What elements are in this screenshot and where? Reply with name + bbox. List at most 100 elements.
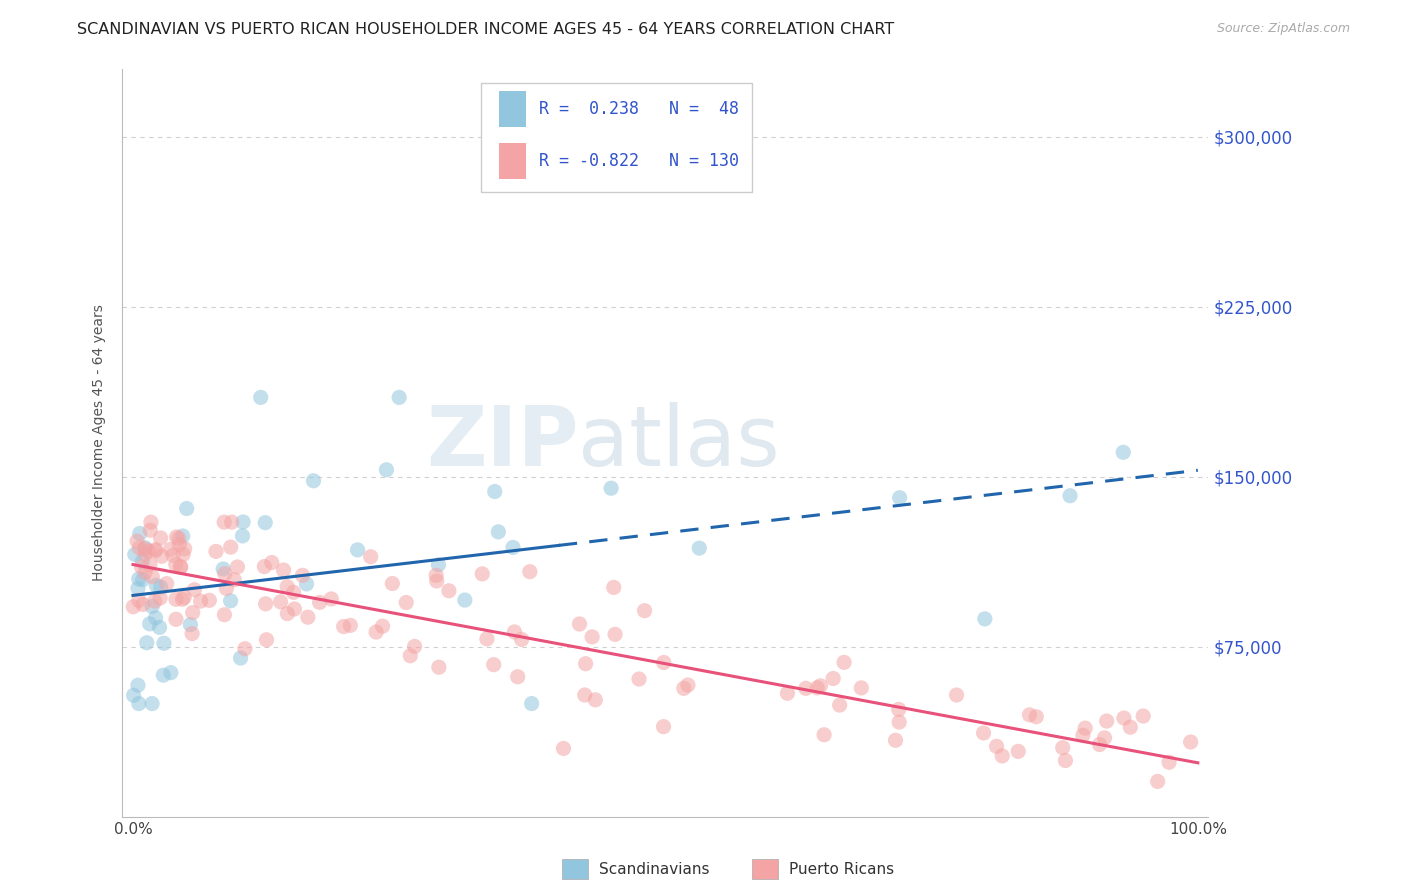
Point: [214, 566, 236, 581]
Point: [212, 562, 235, 576]
Y-axis label: Householder Income Ages 45 - 64 years: Householder Income Ages 45 - 64 years: [93, 304, 107, 582]
Point: [399, 648, 422, 663]
Text: R =  0.238   N =  48: R = 0.238 N = 48: [540, 100, 740, 118]
Point: [339, 618, 361, 632]
Point: [794, 681, 817, 696]
Point: [183, 582, 205, 597]
Point: [889, 715, 911, 730]
Point: [219, 540, 242, 554]
Point: [1074, 721, 1097, 735]
Point: [141, 697, 163, 711]
Point: [427, 660, 450, 674]
Point: [973, 612, 995, 626]
Point: [520, 697, 543, 711]
Point: [1071, 728, 1094, 742]
Point: [143, 594, 166, 608]
Point: [153, 636, 176, 650]
Point: [1146, 774, 1168, 789]
Point: [360, 549, 382, 564]
Point: [1094, 731, 1116, 745]
Point: [553, 741, 575, 756]
Point: [160, 665, 183, 680]
Text: ZIP: ZIP: [426, 402, 578, 483]
Point: [152, 668, 174, 682]
Point: [260, 556, 283, 570]
Point: [991, 748, 1014, 763]
Point: [254, 597, 277, 611]
Point: [291, 568, 314, 582]
Point: [128, 572, 150, 586]
Point: [1132, 709, 1154, 723]
Point: [173, 591, 195, 605]
FancyBboxPatch shape: [481, 84, 752, 192]
Point: [181, 606, 204, 620]
Point: [169, 559, 191, 574]
Point: [1007, 744, 1029, 758]
Point: [254, 516, 277, 530]
Point: [1054, 754, 1077, 768]
Point: [134, 547, 156, 561]
Point: [375, 463, 398, 477]
Point: [148, 620, 170, 634]
Point: [181, 626, 204, 640]
Point: [172, 592, 194, 607]
Point: [135, 636, 157, 650]
Point: [502, 541, 524, 555]
Point: [332, 619, 354, 633]
Point: [776, 686, 799, 700]
Point: [212, 515, 235, 529]
Point: [486, 524, 509, 539]
Point: [198, 593, 221, 607]
Point: [887, 702, 910, 716]
Point: [627, 672, 650, 686]
Point: [190, 594, 212, 608]
Point: [600, 481, 623, 495]
Point: [131, 560, 153, 574]
Point: [166, 530, 188, 544]
Point: [122, 599, 145, 614]
Point: [652, 656, 675, 670]
Point: [122, 689, 145, 703]
Point: [149, 591, 172, 605]
Point: [813, 728, 835, 742]
Point: [425, 568, 447, 582]
Point: [471, 566, 494, 581]
Point: [139, 558, 162, 572]
Point: [574, 688, 596, 702]
Point: [945, 688, 967, 702]
Point: [145, 611, 167, 625]
Point: [127, 582, 149, 596]
Point: [1088, 738, 1111, 752]
Point: [232, 515, 254, 529]
Point: [159, 542, 181, 557]
Point: [828, 698, 851, 712]
Point: [132, 598, 155, 612]
Point: [139, 523, 162, 537]
Point: [141, 599, 163, 614]
Point: [484, 484, 506, 499]
Point: [124, 548, 146, 562]
Point: [276, 607, 298, 621]
Point: [141, 570, 163, 584]
Point: [233, 641, 256, 656]
Point: [165, 612, 187, 626]
Point: [404, 640, 426, 654]
Point: [503, 624, 526, 639]
Point: [134, 541, 156, 555]
Point: [688, 541, 710, 556]
Point: [149, 531, 172, 545]
Point: [1018, 707, 1040, 722]
Point: [676, 678, 699, 692]
Bar: [499, 144, 526, 179]
Point: [482, 657, 505, 672]
Point: [321, 591, 343, 606]
Point: [165, 558, 187, 572]
Text: Scandinavians: Scandinavians: [599, 863, 710, 877]
Point: [226, 560, 249, 574]
Point: [308, 595, 330, 609]
Point: [346, 542, 368, 557]
Point: [149, 580, 172, 594]
Point: [253, 559, 276, 574]
Point: [1157, 756, 1180, 770]
Point: [973, 726, 995, 740]
